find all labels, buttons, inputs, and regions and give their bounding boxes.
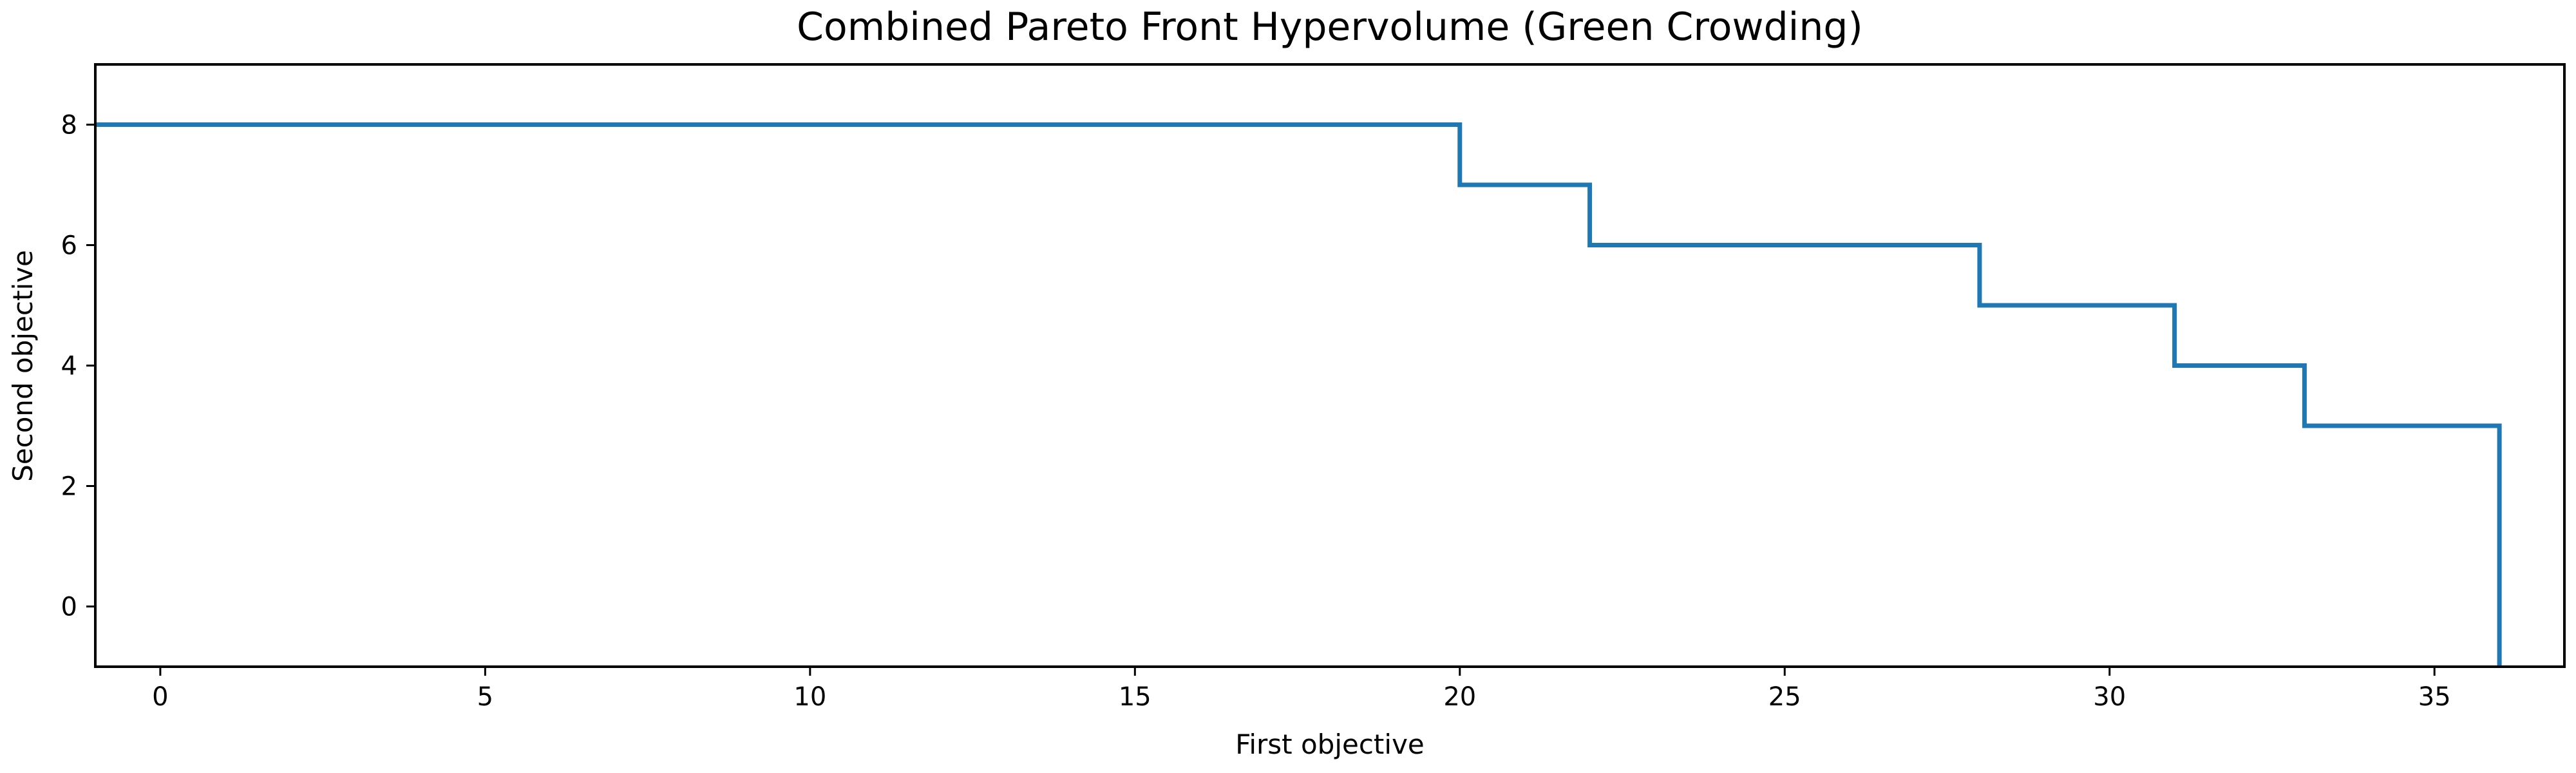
x-axis-label: First objective	[1235, 729, 1425, 760]
x-tick-label: 15	[1119, 682, 1151, 712]
y-tick-label: 8	[61, 111, 77, 140]
x-tick-label: 5	[477, 682, 493, 712]
y-tick-label: 0	[61, 593, 77, 622]
x-tick-label: 20	[1443, 682, 1476, 712]
x-tick-label: 0	[152, 682, 168, 712]
y-tick-label: 6	[61, 231, 77, 261]
x-axis: 0 5 10 15 20 25 30 35	[152, 667, 2451, 712]
y-axis-label: Second objective	[7, 250, 39, 482]
y-tick-label: 4	[61, 352, 77, 381]
x-tick-label: 10	[793, 682, 826, 712]
x-tick-label: 30	[2093, 682, 2126, 712]
series-line	[95, 122, 2502, 667]
plot-area	[94, 63, 2566, 668]
chart-title: Combined Pareto Front Hypervolume (Green…	[797, 5, 1863, 50]
y-tick-label: 2	[61, 472, 77, 502]
x-tick-label: 35	[2418, 682, 2451, 712]
x-tick-label: 25	[1768, 682, 1801, 712]
y-axis: 0 2 4 6 8	[61, 111, 95, 622]
